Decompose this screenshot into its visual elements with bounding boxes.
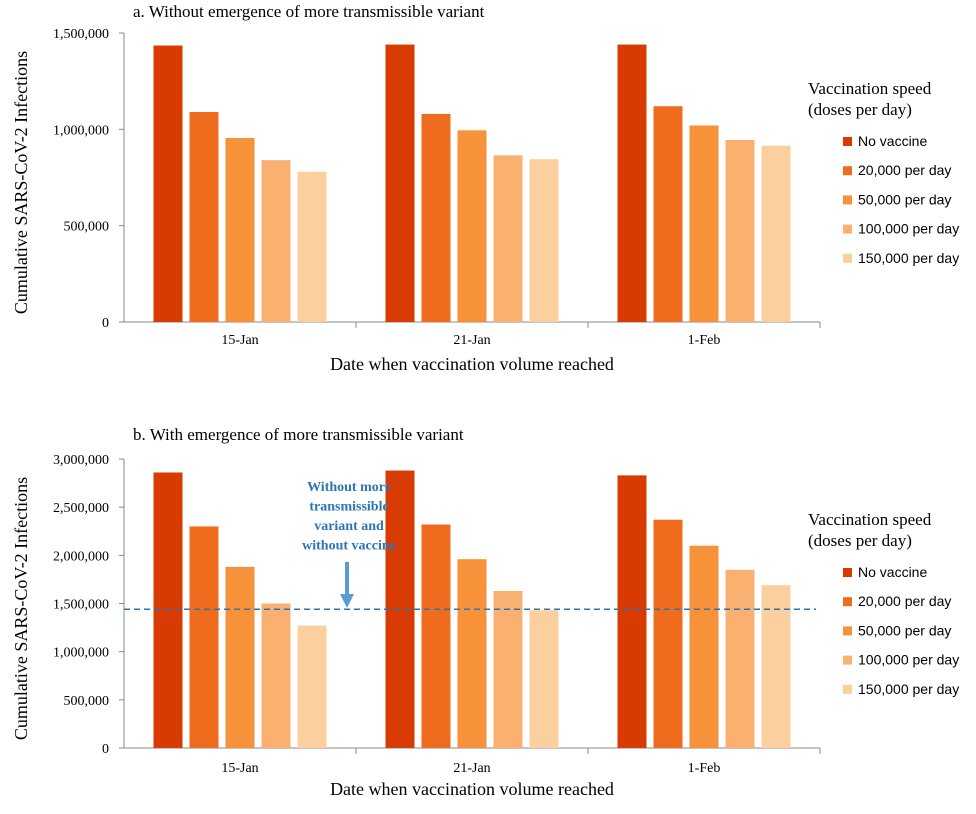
panel-b-x-tick-label: 21-Jan	[453, 761, 490, 776]
panel-b-bar	[261, 603, 291, 748]
panel-a-legend-label: 100,000 per day	[858, 221, 959, 237]
panel-a-legend-label: 150,000 per day	[858, 250, 959, 266]
panel-a-bar	[725, 139, 755, 322]
panel-b-bar	[653, 519, 683, 748]
panel-a-bar	[225, 138, 255, 322]
panel-b-bar	[297, 625, 327, 748]
panel-b-legend-swatch	[843, 568, 852, 577]
panel-a-bar	[761, 145, 791, 322]
panel-a-x-tick-label: 21-Jan	[453, 333, 490, 348]
panel-b-reference-annotation: Without more	[307, 480, 391, 495]
panel-b-y-tick-label: 0	[102, 742, 109, 757]
panel-b-y-tick-label: 2,000,000	[53, 549, 109, 564]
panel-b-bar	[189, 526, 219, 748]
panel-b-bar	[225, 566, 255, 748]
panel-a-bar	[493, 155, 523, 322]
panel-a-y-tick-label: 500,000	[64, 220, 110, 235]
panel-b-x-tick-label: 1-Feb	[688, 761, 721, 776]
panel-a-legend-swatch	[843, 195, 852, 205]
panel-b-legend-label: 150,000 per day	[858, 681, 959, 697]
panel-a-x-tick-label: 15-Jan	[221, 333, 258, 348]
panel-b-bar	[493, 590, 523, 748]
panel-a-bar	[189, 111, 219, 322]
panel-a-bar	[529, 159, 559, 322]
panel-b-y-tick-label: 500,000	[64, 694, 110, 709]
panel-b-legend-title: Vaccination speed	[808, 510, 932, 529]
panel-b-x-axis-label: Date when vaccination volume reached	[330, 779, 614, 799]
panel-a-legend-label: No vaccine	[858, 133, 927, 149]
panel-b-bar	[153, 472, 183, 748]
panel-a-x-tick-label: 1-Feb	[688, 333, 721, 348]
panel-b-bar	[421, 524, 451, 748]
panel-b-bar	[761, 585, 791, 748]
panel-b-y-tick-label: 3,000,000	[53, 453, 109, 468]
panel-a-x-axis-label: Date when vaccination volume reached	[330, 354, 614, 374]
panel-b-legend-title: (doses per day)	[808, 531, 912, 550]
panel-b-bar	[617, 475, 647, 748]
panel-b-y-tick-label: 1,000,000	[53, 646, 109, 661]
panel-b-legend-swatch	[843, 684, 852, 694]
panel-b-bar	[529, 610, 559, 748]
panel-a-legend-title: Vaccination speed	[808, 79, 932, 98]
panel-b-x-tick-label: 15-Jan	[221, 761, 258, 776]
panel-a-bar	[385, 44, 415, 323]
panel-a-legend-swatch	[843, 166, 852, 176]
panel-a-bar	[153, 45, 183, 322]
panel-a-y-tick-label: 1,000,000	[53, 123, 109, 138]
panel-b-bar	[457, 559, 487, 748]
panel-b-legend-swatch	[843, 655, 852, 665]
panel-a-bar	[653, 106, 683, 322]
panel-a-bar	[457, 130, 487, 322]
panel-a-bar	[689, 125, 719, 322]
panel-a-legend-swatch	[843, 224, 852, 234]
panel-a-legend-label: 50,000 per day	[858, 191, 951, 207]
panel-a-y-tick-label: 1,500,000	[53, 27, 109, 42]
panel-a-legend-title: (doses per day)	[808, 100, 912, 119]
panel-a-legend-swatch	[843, 137, 852, 146]
panel-b-reference-annotation: without vaccine	[302, 539, 396, 554]
panel-a-bar	[297, 171, 327, 322]
panel-b-reference-annotation: variant and	[314, 519, 384, 534]
panel-a-legend-swatch	[843, 253, 852, 263]
panel-a-legend-label: 20,000 per day	[858, 162, 951, 178]
panel-b-y-tick-label: 2,500,000	[53, 501, 109, 516]
panel-b-legend-label: 50,000 per day	[858, 622, 951, 638]
panel-b-y-axis-label: Cumulative SARS-CoV-2 Infections	[11, 477, 31, 740]
panel-b-legend-label: No vaccine	[858, 564, 927, 580]
panel-b-bar	[725, 569, 755, 748]
panel-b-y-tick-label: 1,500,000	[53, 598, 109, 613]
panel-b-legend-label: 20,000 per day	[858, 593, 951, 609]
panel-b-legend-swatch	[843, 626, 852, 636]
panel-b-bar	[689, 545, 719, 748]
panel-b-reference-annotation: transmissible	[309, 500, 388, 515]
panel-a-y-tick-label: 0	[102, 316, 109, 331]
panel-b-legend-swatch	[843, 597, 852, 607]
panel-a-bar	[261, 160, 291, 322]
panel-a-title: a. Without emergence of more transmissib…	[133, 2, 485, 21]
panel-a-bar	[617, 44, 647, 323]
panel-b-title: b. With emergence of more transmissible …	[133, 425, 464, 444]
panel-a-bar	[421, 113, 451, 322]
panel-b-legend-label: 100,000 per day	[858, 652, 959, 668]
panel-b-reference-arrow-head	[340, 594, 354, 608]
panel-a-y-axis-label: Cumulative SARS-CoV-2 Infections	[11, 51, 31, 314]
